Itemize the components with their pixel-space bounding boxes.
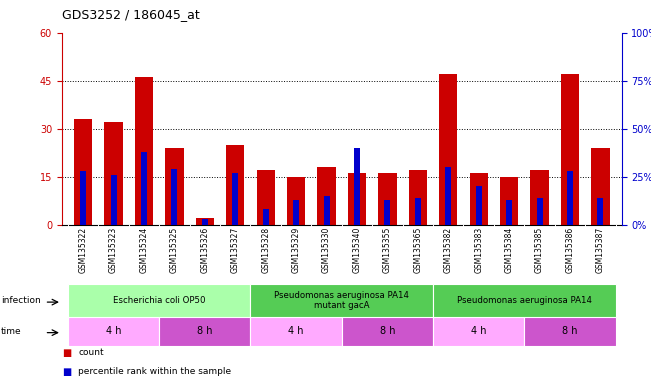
Text: GSM135355: GSM135355 xyxy=(383,227,392,273)
Text: GSM135384: GSM135384 xyxy=(505,227,514,273)
Bar xyxy=(500,177,518,225)
Bar xyxy=(68,317,159,346)
Bar xyxy=(561,74,579,225)
Bar xyxy=(141,152,147,225)
Bar xyxy=(476,186,482,225)
Text: GSM135330: GSM135330 xyxy=(322,227,331,273)
Bar xyxy=(293,200,299,225)
Bar xyxy=(202,219,208,225)
Bar xyxy=(68,284,251,317)
Bar xyxy=(262,209,269,225)
Text: time: time xyxy=(1,327,21,336)
Bar xyxy=(232,173,238,225)
Text: GSM135322: GSM135322 xyxy=(79,227,88,273)
Bar xyxy=(74,119,92,225)
Text: GSM135323: GSM135323 xyxy=(109,227,118,273)
Text: ■: ■ xyxy=(62,367,71,377)
Text: GSM135383: GSM135383 xyxy=(474,227,483,273)
Text: 8 h: 8 h xyxy=(380,326,395,336)
Bar xyxy=(591,148,609,225)
Bar xyxy=(439,74,458,225)
Bar xyxy=(342,317,433,346)
Bar xyxy=(226,145,244,225)
Bar xyxy=(384,200,391,225)
Bar xyxy=(415,198,421,225)
Text: 8 h: 8 h xyxy=(562,326,577,336)
Text: infection: infection xyxy=(1,296,40,305)
Text: 4 h: 4 h xyxy=(471,326,486,336)
Bar xyxy=(159,317,251,346)
Text: 8 h: 8 h xyxy=(197,326,213,336)
Text: count: count xyxy=(78,348,104,356)
Bar xyxy=(287,177,305,225)
Text: GSM135365: GSM135365 xyxy=(413,227,422,273)
Bar xyxy=(135,78,153,225)
Text: GSM135327: GSM135327 xyxy=(231,227,240,273)
Text: GSM135385: GSM135385 xyxy=(535,227,544,273)
Bar xyxy=(469,174,488,225)
Bar xyxy=(256,170,275,225)
Bar xyxy=(354,148,360,225)
Bar xyxy=(318,167,336,225)
Text: percentile rank within the sample: percentile rank within the sample xyxy=(78,367,231,376)
Text: GSM135340: GSM135340 xyxy=(352,227,361,273)
Bar xyxy=(567,171,573,225)
Text: GSM135324: GSM135324 xyxy=(139,227,148,273)
Text: Pseudomonas aeruginosa PA14: Pseudomonas aeruginosa PA14 xyxy=(457,296,592,305)
Text: GSM135325: GSM135325 xyxy=(170,227,179,273)
Bar xyxy=(378,174,396,225)
Bar xyxy=(445,167,451,225)
Bar xyxy=(531,170,549,225)
Bar xyxy=(196,218,214,225)
Text: ■: ■ xyxy=(62,348,71,358)
Bar xyxy=(324,196,329,225)
Text: GDS3252 / 186045_at: GDS3252 / 186045_at xyxy=(62,8,200,21)
Text: 4 h: 4 h xyxy=(288,326,304,336)
Text: 4 h: 4 h xyxy=(106,326,121,336)
Bar xyxy=(111,175,117,225)
Bar xyxy=(409,170,427,225)
Bar xyxy=(80,171,86,225)
Text: GSM135386: GSM135386 xyxy=(566,227,574,273)
Text: GSM135326: GSM135326 xyxy=(201,227,210,273)
Text: GSM135382: GSM135382 xyxy=(444,227,452,273)
Bar xyxy=(251,284,433,317)
Bar xyxy=(598,198,603,225)
Text: GSM135329: GSM135329 xyxy=(292,227,301,273)
Bar xyxy=(251,317,342,346)
Bar xyxy=(171,169,178,225)
Bar xyxy=(165,148,184,225)
Bar xyxy=(433,317,524,346)
Bar xyxy=(104,122,122,225)
Text: GSM135328: GSM135328 xyxy=(261,227,270,273)
Text: Escherichia coli OP50: Escherichia coli OP50 xyxy=(113,296,206,305)
Text: GSM135387: GSM135387 xyxy=(596,227,605,273)
Bar xyxy=(506,200,512,225)
Bar xyxy=(524,317,616,346)
Text: Pseudomonas aeruginosa PA14
mutant gacA: Pseudomonas aeruginosa PA14 mutant gacA xyxy=(274,291,409,310)
Bar xyxy=(348,174,366,225)
Bar xyxy=(536,198,542,225)
Bar xyxy=(433,284,616,317)
